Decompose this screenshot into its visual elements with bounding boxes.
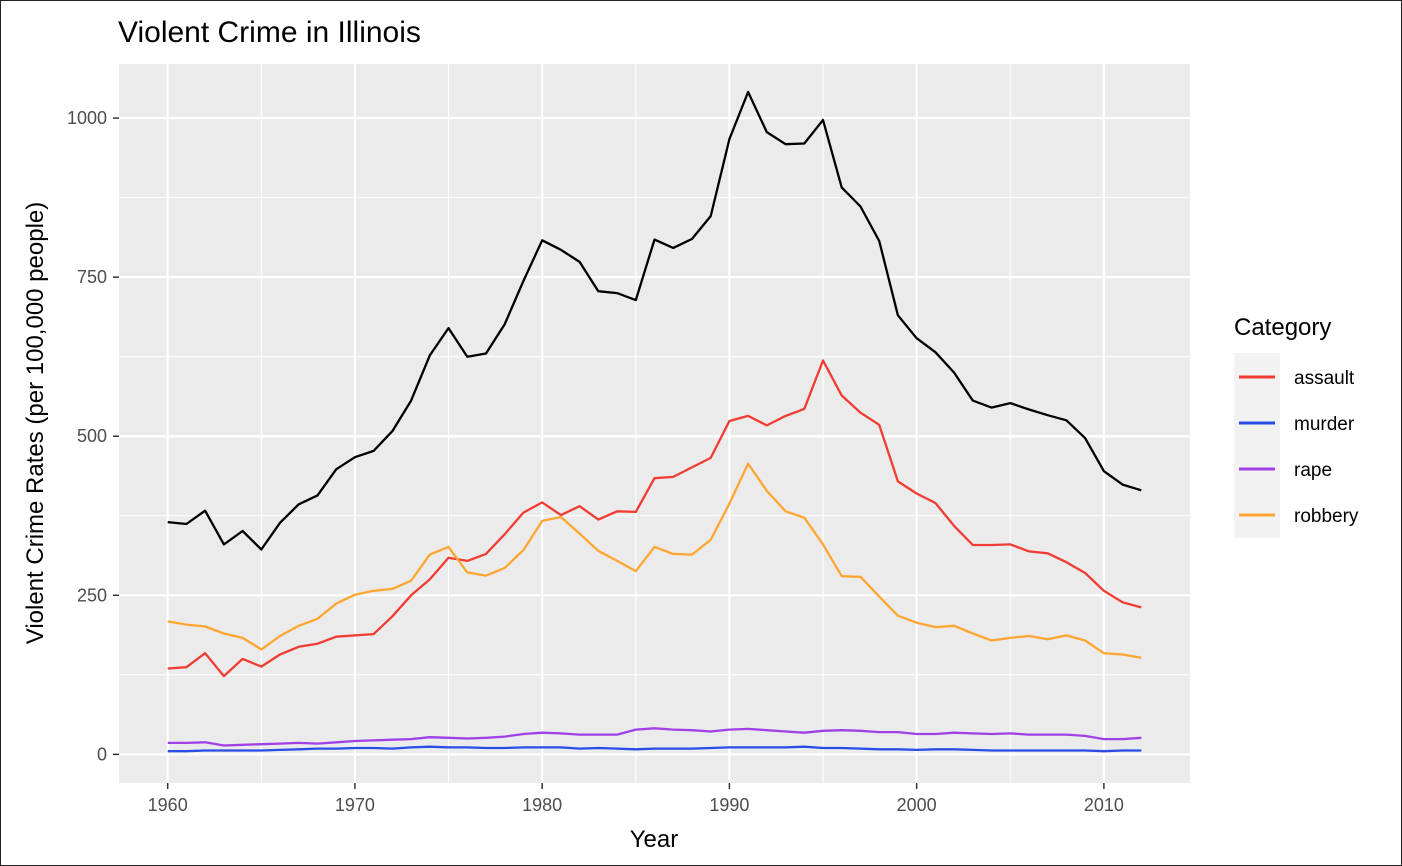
series-line-total	[167, 90, 1142, 551]
y-axis-title: Violent Crime Rates (per 100,000 people)	[22, 202, 49, 644]
legend-title: Category	[1234, 314, 1331, 341]
series-line-robbery	[167, 462, 1142, 659]
plot-panel	[119, 64, 1190, 783]
x-axis-title: Year	[630, 826, 679, 853]
x-tick-label: 1980	[522, 795, 562, 815]
series-lines	[167, 90, 1142, 753]
legend: Category assault murder rape robbery	[1234, 314, 1359, 538]
chart-title: Violent Crime in Illinois	[118, 16, 421, 49]
legend-label-assault: assault	[1294, 368, 1355, 389]
y-tick-label: 1000	[67, 108, 107, 128]
legend-key-background	[1234, 353, 1280, 538]
minor-gridlines	[119, 64, 1190, 783]
y-tick-label: 500	[77, 426, 107, 446]
x-tick-label: 1960	[148, 795, 188, 815]
x-tick-label: 2010	[1084, 795, 1124, 815]
series-line-assault	[167, 359, 1142, 678]
y-tick-label: 750	[77, 267, 107, 287]
y-axis: 0 250 500 750 1000	[67, 108, 119, 764]
legend-label-rape: rape	[1294, 460, 1332, 481]
major-gridlines	[119, 64, 1190, 783]
x-tick-label: 2000	[897, 795, 937, 815]
x-axis: 1960 1970 1980 1990 2000 2010	[148, 783, 1124, 815]
y-tick-label: 250	[77, 585, 107, 605]
series-line-rape	[167, 727, 1142, 747]
x-tick-label: 1990	[709, 795, 749, 815]
legend-label-robbery: robbery	[1294, 506, 1359, 527]
y-tick-label: 0	[97, 744, 107, 764]
x-tick-label: 1970	[335, 795, 375, 815]
legend-label-murder: murder	[1294, 414, 1355, 435]
series-line-murder	[167, 745, 1142, 753]
